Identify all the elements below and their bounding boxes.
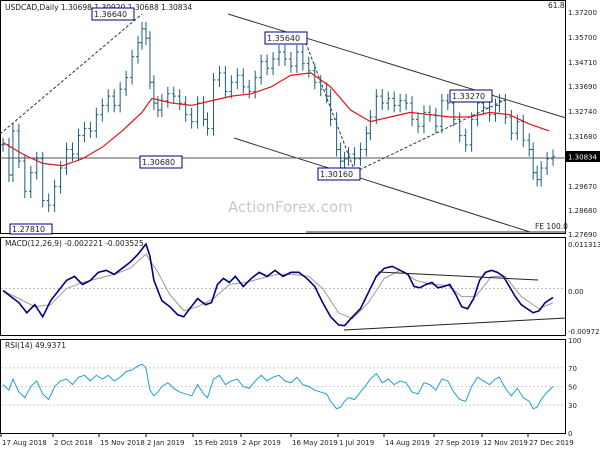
x-axis-label: 15 Feb 2019 (194, 439, 238, 447)
watermark: ActionForex.com (228, 198, 353, 216)
pivot-label-1.30160: 1.30160 (317, 167, 361, 181)
svg-text:1.30160: 1.30160 (320, 170, 353, 179)
macd-y-tick: 0.00 (568, 288, 584, 296)
price-y-tick: 1.28680 (568, 207, 597, 215)
macd-resistance-line (377, 271, 539, 281)
rsi-y-tick: 50 (568, 384, 577, 392)
uptrend-dashed-line (0, 13, 143, 135)
rsi-line (2, 363, 554, 410)
svg-text:1.27810: 1.27810 (12, 225, 45, 234)
x-axis-label: 2 Apr 2019 (242, 439, 281, 447)
macd-y-tick: 0.011313 (568, 241, 600, 249)
price-y-tick: 1.32740 (568, 108, 597, 116)
x-axis-label: 1 Jul 2019 (339, 439, 374, 447)
price-y-tick: 1.31680 (568, 133, 597, 141)
moving-average-line (2, 72, 550, 167)
rsi-y-tick: 30 (568, 402, 577, 410)
retracement-dashed-2 (354, 99, 506, 173)
fe-100-label: FE 100.0 (535, 222, 568, 231)
pivot-label-1.36640: 1.36640 (91, 7, 135, 21)
pivot-label-1.27810: 1.27810 (9, 223, 53, 235)
price-y-tick: 1.37200 (568, 9, 597, 17)
axes: 1.37200 1.35700 1.34710 1.33690 1.32740 1.316… (0, 9, 600, 447)
pivot-label-1.35640: 1.35640 (264, 31, 308, 45)
macd-panel (0, 237, 566, 336)
macd-support-line (343, 317, 567, 331)
macd-y-tick: -0.009729 (568, 328, 600, 336)
x-axis-label: 2 Jan 2019 (147, 439, 185, 447)
price-y-tick: 1.34710 (568, 59, 597, 67)
rsi-y-tick: 70 (568, 365, 577, 373)
channel-upper-line (227, 13, 567, 119)
rsi-plot (1, 363, 565, 410)
x-axis-label: 17 Aug 2018 (2, 439, 47, 447)
x-axis-label: 16 May 2019 (292, 439, 338, 447)
channel-lower-line (233, 137, 531, 233)
macd-line (2, 242, 554, 327)
price-y-tick: 1.29670 (568, 183, 597, 191)
pivot-label-1.30680: 1.30680 (139, 155, 183, 169)
svg-text:1.30680: 1.30680 (142, 158, 175, 167)
x-axis-label: 2 Oct 2018 (54, 439, 93, 447)
x-axis-label: 15 Nov 2018 (100, 439, 145, 447)
x-axis-label: 12 Nov 2019 (483, 439, 528, 447)
fib-618-label: 61.8 (548, 1, 565, 10)
svg-text:1.36640: 1.36640 (94, 10, 127, 19)
current-price-tag: 1.30834 (566, 151, 600, 162)
macd-signal-line (2, 253, 554, 320)
x-axis-label: 14 Aug 2019 (385, 439, 430, 447)
x-axis-label: 27 Dec 2019 (529, 439, 574, 447)
svg-text:1.30834: 1.30834 (568, 154, 597, 162)
svg-text:1.35640: 1.35640 (267, 34, 300, 43)
pivot-label-1.33270: 1.33270 (449, 89, 493, 103)
rsi-y-tick: 0 (568, 430, 572, 438)
rsi-header: RSI(14) 49.9371 (5, 341, 66, 350)
price-y-tick: 1.33690 (568, 83, 597, 91)
x-axis-label: 27 Sep 2019 (435, 439, 479, 447)
price-y-tick: 1.27690 (568, 231, 597, 239)
macd-header: MACD(12,26,9) -0.002221 -0.003525 (5, 239, 144, 248)
macd-plot (1, 242, 567, 331)
price-y-tick: 1.35700 (568, 34, 597, 42)
retracement-dashed-1 (303, 37, 356, 173)
rsi-y-tick: 100 (568, 337, 581, 345)
svg-text:1.33270: 1.33270 (452, 92, 485, 101)
price-plot (0, 13, 567, 233)
